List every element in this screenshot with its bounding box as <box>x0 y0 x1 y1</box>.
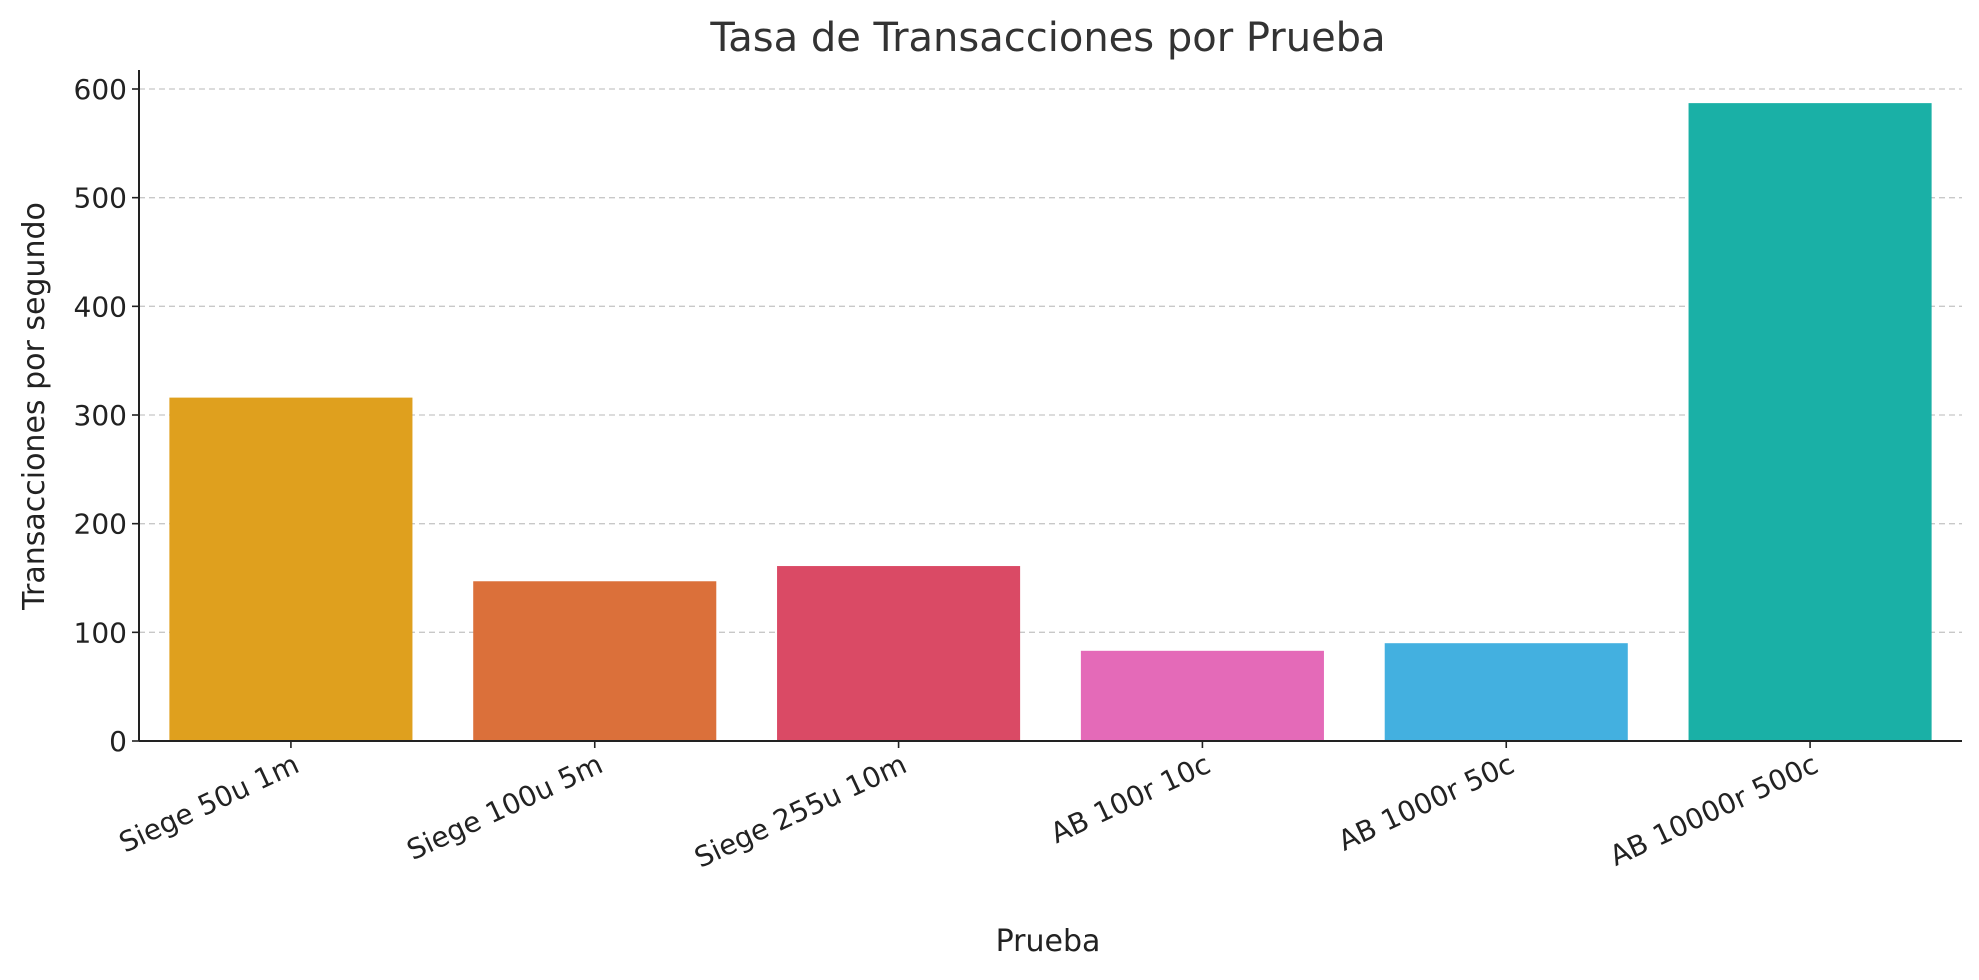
bar-1 <box>169 397 413 741</box>
y-tick-label: 400 <box>74 290 127 323</box>
chart-title: Tasa de Transacciones por Prueba <box>709 15 1385 61</box>
y-tick-label: 500 <box>74 182 127 215</box>
bars <box>169 103 1932 742</box>
axes <box>138 70 1962 742</box>
y-tick-label: 200 <box>74 508 127 541</box>
bar-2 <box>473 581 717 741</box>
x-tick-label: AB 10000r 500c <box>1605 747 1823 872</box>
x-tick-label: AB 1000r 50c <box>1333 747 1519 857</box>
y-tick-label: 300 <box>74 399 127 432</box>
bar-6 <box>1688 103 1932 742</box>
y-tick-label: 600 <box>74 73 127 106</box>
x-axis-label: Prueba <box>996 924 1101 959</box>
x-ticks: Siege 50u 1m Siege 100u 5m Siege 255u 10m A… <box>114 741 1823 874</box>
bar-5 <box>1384 643 1628 741</box>
x-tick-label: Siege 50u 1m <box>114 747 304 859</box>
y-tick-label: 100 <box>74 616 127 649</box>
bar-4 <box>1080 650 1324 741</box>
bar-3 <box>777 566 1021 741</box>
x-tick-label: AB 100r 10c <box>1045 747 1215 850</box>
gridlines <box>139 88 1962 633</box>
x-tick-label: Siege 255u 10m <box>689 747 911 874</box>
y-axis-label: Transacciones por segundo <box>17 202 52 611</box>
y-tick-label: 0 <box>109 725 127 758</box>
y-ticks: 0 100 200 300 400 500 600 <box>74 73 139 758</box>
x-tick-label: Siege 100u 5m <box>402 747 608 866</box>
